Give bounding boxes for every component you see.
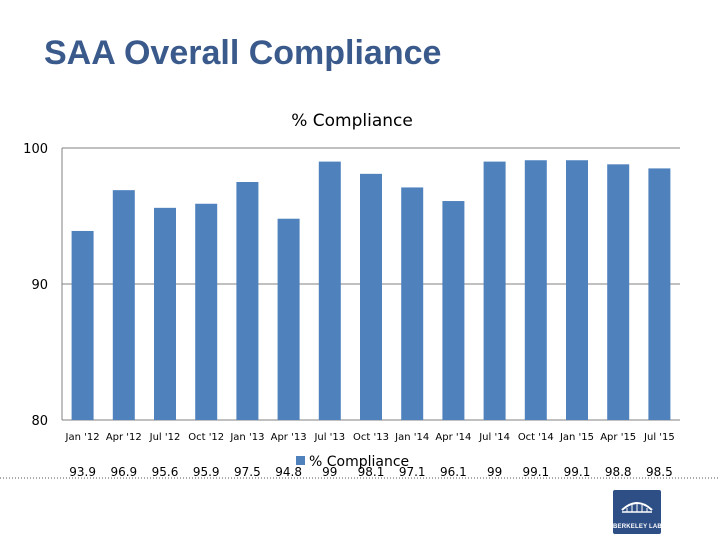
bar — [524, 160, 547, 421]
x-axis-ticks: Jan '12 Apr '12 Jul '12 Oct '12 Jan '13 Apr '… — [65, 432, 675, 443]
berkeley-lab-logo: BERKELEY LAB — [613, 490, 662, 534]
bar — [648, 168, 671, 420]
bar — [401, 187, 424, 420]
data-label: 99 — [322, 465, 337, 479]
bar — [277, 218, 300, 420]
logo-text: BERKELEY LAB — [613, 524, 662, 530]
bar — [71, 230, 94, 420]
data-label: 94.8 — [275, 465, 302, 479]
data-label: 99 — [487, 465, 502, 479]
legend-label: % Compliance — [309, 454, 409, 470]
bar — [112, 190, 135, 420]
x-tick-label: Apr '15 — [600, 432, 636, 443]
bar — [442, 201, 465, 420]
slide-title: SAA Overall Compliance — [44, 34, 442, 72]
bars — [71, 160, 671, 421]
y-tick-label: 90 — [31, 278, 48, 293]
data-label: 96.9 — [110, 465, 137, 479]
legend: % Compliance — [296, 454, 409, 470]
x-tick-label: Oct '13 — [353, 432, 389, 443]
bar — [195, 203, 218, 420]
bar — [154, 207, 176, 420]
x-tick-label: Jan '13 — [229, 432, 264, 443]
bar — [236, 182, 259, 420]
x-tick-label: Jul '12 — [149, 432, 181, 443]
x-tick-label: Jul '15 — [643, 432, 675, 443]
x-tick-label: Jan '12 — [65, 432, 100, 443]
x-tick-label: Jul '13 — [313, 432, 345, 443]
y-axis-ticks: 80 90 100 — [23, 142, 48, 429]
y-tick-label: 80 — [31, 414, 48, 429]
bar — [483, 161, 506, 420]
data-label: 98.1 — [358, 465, 385, 479]
bar — [360, 173, 382, 420]
data-label: 99.1 — [564, 465, 591, 479]
x-tick-label: Jan '15 — [559, 432, 594, 443]
data-label: 97.1 — [399, 465, 426, 479]
x-tick-label: Jan '14 — [394, 432, 429, 443]
data-label: 98.5 — [646, 465, 673, 479]
x-tick-label: Oct '14 — [518, 432, 554, 443]
x-tick-label: Jul '14 — [478, 432, 510, 443]
x-tick-label: Apr '13 — [271, 432, 307, 443]
data-labels: 93.9 96.9 95.6 95.9 97.5 94.8 99 98.1 97.1 96.1 99… — [69, 465, 673, 479]
data-label: 98.8 — [605, 465, 632, 479]
x-tick-label: Oct '12 — [188, 432, 224, 443]
bar — [566, 160, 588, 421]
bar — [607, 164, 630, 420]
data-label: 96.1 — [440, 465, 467, 479]
building-icon — [621, 502, 653, 513]
data-label: 93.9 — [69, 465, 96, 479]
y-tick-label: 100 — [23, 142, 48, 157]
data-label: 99.1 — [522, 465, 549, 479]
data-label: 95.6 — [152, 465, 179, 479]
bar — [318, 161, 341, 420]
chart-title: % Compliance — [291, 111, 413, 131]
data-label: 97.5 — [234, 465, 261, 479]
x-tick-label: Apr '14 — [435, 432, 471, 443]
data-label: 95.9 — [193, 465, 220, 479]
x-tick-label: Apr '12 — [106, 432, 142, 443]
legend-swatch — [296, 456, 305, 465]
